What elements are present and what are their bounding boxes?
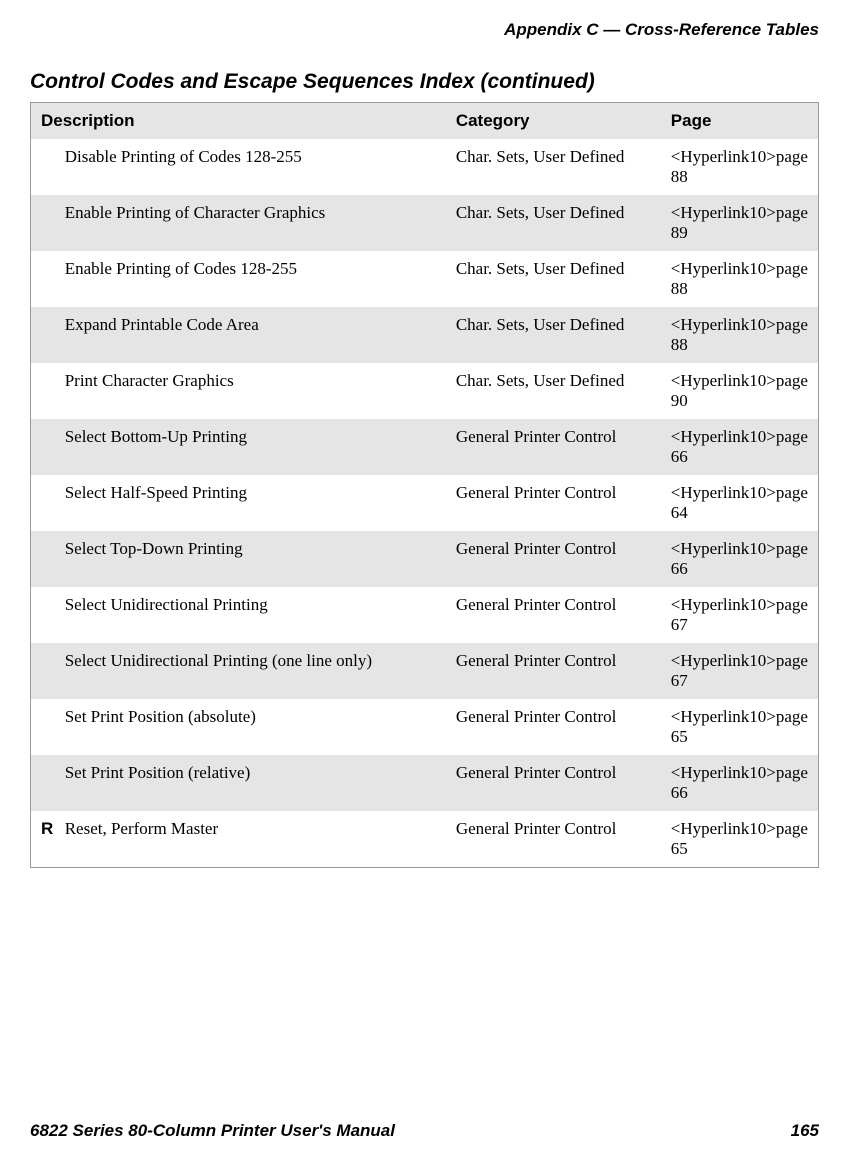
table-row: Disable Printing of Codes 128-255Char. S… [31,139,819,195]
row-page: <Hyperlink10>page 65 [661,811,819,868]
row-description: Select Half-Speed Printing [60,475,446,531]
table-row: Enable Printing of Character GraphicsCha… [31,195,819,251]
row-code [31,419,60,475]
table-row: Set Print Position (relative)General Pri… [31,755,819,811]
row-description: Enable Printing of Character Graphics [60,195,446,251]
row-page: <Hyperlink10>page 88 [661,307,819,363]
row-description: Select Top-Down Printing [60,531,446,587]
row-page: <Hyperlink10>page 67 [661,643,819,699]
row-page: <Hyperlink10>page 65 [661,699,819,755]
cross-reference-table: Description Category Page Disable Printi… [30,102,819,868]
column-header-description: Description [31,103,446,140]
row-page: <Hyperlink10>page 66 [661,531,819,587]
table-row: Select Bottom-Up PrintingGeneral Printer… [31,419,819,475]
row-description: Select Unidirectional Printing [60,587,446,643]
table-header-row: Description Category Page [31,103,819,140]
row-category: Char. Sets, User Defined [446,195,661,251]
row-code [31,251,60,307]
row-page: <Hyperlink10>page 66 [661,419,819,475]
table-row: Select Unidirectional PrintingGeneral Pr… [31,587,819,643]
row-code [31,475,60,531]
row-code: R [31,811,60,868]
row-description: Disable Printing of Codes 128-255 [60,139,446,195]
row-description: Enable Printing of Codes 128-255 [60,251,446,307]
page-number: 165 [791,1121,819,1141]
row-code [31,363,60,419]
row-page: <Hyperlink10>page 67 [661,587,819,643]
row-page: <Hyperlink10>page 88 [661,251,819,307]
row-code [31,531,60,587]
row-description: Select Unidirectional Printing (one line… [60,643,446,699]
section-title: Control Codes and Escape Sequences Index… [30,70,819,94]
row-category: General Printer Control [446,699,661,755]
table-row: Enable Printing of Codes 128-255Char. Se… [31,251,819,307]
row-description: Expand Printable Code Area [60,307,446,363]
row-code [31,643,60,699]
table-body: Disable Printing of Codes 128-255Char. S… [31,139,819,868]
row-code [31,587,60,643]
row-code [31,139,60,195]
row-category: General Printer Control [446,587,661,643]
row-category: General Printer Control [446,531,661,587]
row-page: <Hyperlink10>page 88 [661,139,819,195]
row-page: <Hyperlink10>page 64 [661,475,819,531]
row-description: Reset, Perform Master [60,811,446,868]
row-description: Print Character Graphics [60,363,446,419]
table-row: Set Print Position (absolute)General Pri… [31,699,819,755]
page-footer: 6822 Series 80-Column Printer User's Man… [30,1121,819,1141]
row-description: Set Print Position (relative) [60,755,446,811]
row-page: <Hyperlink10>page 89 [661,195,819,251]
row-code [31,755,60,811]
row-category: General Printer Control [446,643,661,699]
column-header-category: Category [446,103,661,140]
row-page: <Hyperlink10>page 66 [661,755,819,811]
row-description: Select Bottom-Up Printing [60,419,446,475]
row-category: General Printer Control [446,755,661,811]
manual-title: 6822 Series 80-Column Printer User's Man… [30,1121,395,1141]
table-row: Expand Printable Code AreaChar. Sets, Us… [31,307,819,363]
table-row: Select Half-Speed PrintingGeneral Printe… [31,475,819,531]
column-header-page: Page [661,103,819,140]
table-row: Print Character GraphicsChar. Sets, User… [31,363,819,419]
row-page: <Hyperlink10>page 90 [661,363,819,419]
row-category: General Printer Control [446,811,661,868]
row-category: General Printer Control [446,419,661,475]
row-category: Char. Sets, User Defined [446,307,661,363]
row-category: Char. Sets, User Defined [446,251,661,307]
row-category: General Printer Control [446,475,661,531]
row-category: Char. Sets, User Defined [446,139,661,195]
table-row: Select Top-Down PrintingGeneral Printer … [31,531,819,587]
row-category: Char. Sets, User Defined [446,363,661,419]
row-code [31,195,60,251]
row-code [31,699,60,755]
row-code [31,307,60,363]
table-row: Select Unidirectional Printing (one line… [31,643,819,699]
row-description: Set Print Position (absolute) [60,699,446,755]
appendix-header: Appendix C — Cross-Reference Tables [30,20,819,40]
table-row: RReset, Perform MasterGeneral Printer Co… [31,811,819,868]
